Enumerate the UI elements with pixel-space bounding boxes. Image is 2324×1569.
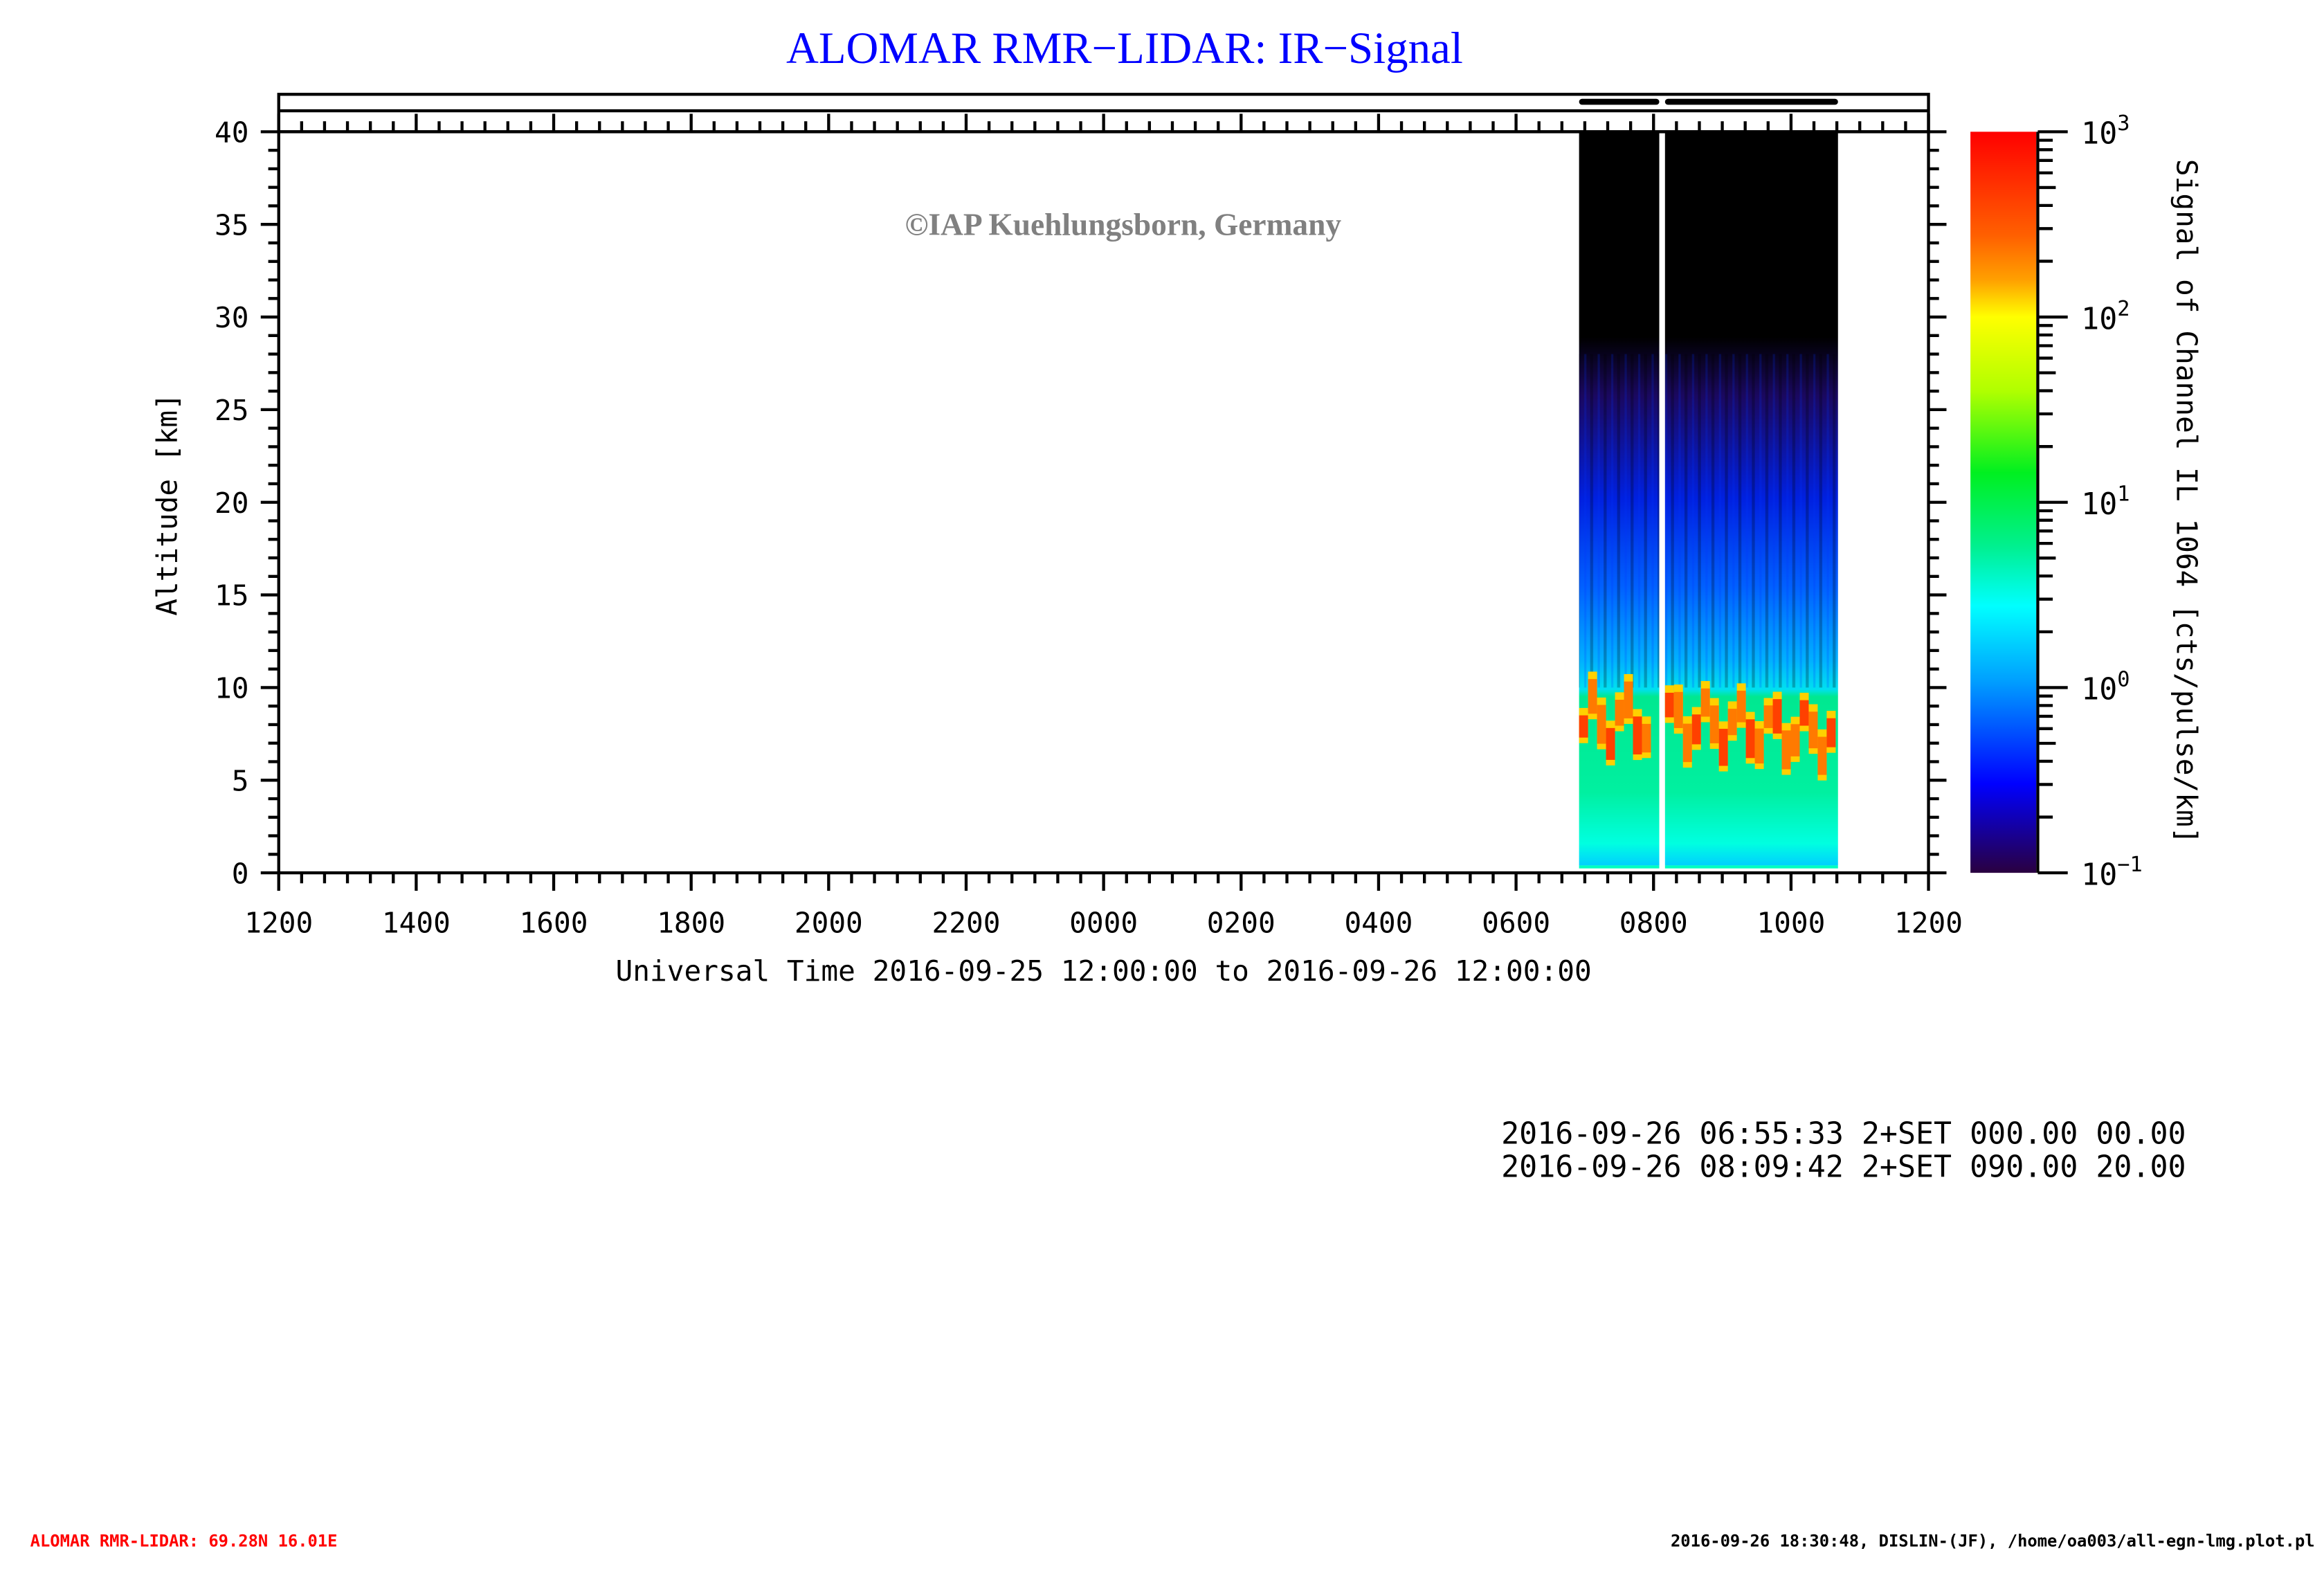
x-tick-label: 0800 bbox=[1619, 907, 1688, 940]
cloud-core bbox=[1745, 719, 1755, 759]
y-axis-label: Altitude [km] bbox=[151, 393, 184, 616]
cloud-core bbox=[1664, 692, 1674, 718]
colorbar-tick-label: 102 bbox=[2081, 297, 2130, 336]
segment-indicator bbox=[1664, 98, 1838, 105]
colorbar-tick-label: 103 bbox=[2081, 111, 2130, 151]
segment-indicator bbox=[1579, 98, 1660, 105]
y-tick-label: 20 bbox=[215, 487, 248, 520]
cloud-core bbox=[1642, 723, 1651, 753]
x-tick-label: 2200 bbox=[932, 907, 1001, 940]
cloud-core bbox=[1727, 709, 1737, 736]
cloud-core bbox=[1673, 691, 1683, 728]
y-tick-label: 40 bbox=[215, 116, 248, 149]
cloud-core bbox=[1754, 728, 1764, 764]
cloud-core bbox=[1709, 705, 1719, 743]
colorbar-axis: 103 102 101 100 10−1 bbox=[2037, 111, 2143, 892]
footer-generator: 2016-09-26 18:30:48, DISLIN-(JF), /home/… bbox=[1671, 1532, 2315, 1551]
x-tick-label: 1400 bbox=[382, 907, 451, 940]
watermark: ©IAP Kuehlungsborn, Germany bbox=[905, 208, 1341, 242]
ground-strip bbox=[1664, 865, 1838, 869]
heatmap-data bbox=[1579, 131, 1838, 869]
y-tick-label: 15 bbox=[215, 579, 248, 613]
cloud-core bbox=[1763, 705, 1773, 728]
cloud-core bbox=[1606, 727, 1615, 760]
cloud-core bbox=[1718, 729, 1728, 766]
y-tick-label: 5 bbox=[232, 764, 249, 797]
cloud-core bbox=[1691, 714, 1701, 745]
x-tick-label: 2000 bbox=[795, 907, 863, 940]
colorbar bbox=[1970, 131, 2037, 873]
cloud-core bbox=[1588, 679, 1597, 714]
x-axis-label: Universal Time 2016-09-25 12:00:00 to 20… bbox=[616, 954, 1592, 988]
colorbar-tick-label: 101 bbox=[2081, 482, 2130, 522]
cloud-core bbox=[1799, 700, 1809, 726]
cloud-core bbox=[1790, 724, 1800, 756]
x-tick-label: 1600 bbox=[520, 907, 588, 940]
ground-strip bbox=[1579, 865, 1660, 869]
info-line-2: 2016-09-26 08:09:42 2+SET 090.00 20.00 bbox=[1501, 1150, 2186, 1184]
x-tick-label: 0000 bbox=[1069, 907, 1138, 940]
cloud-core bbox=[1808, 711, 1818, 749]
y-tick-label: 35 bbox=[215, 208, 248, 242]
signal-streaks bbox=[1579, 354, 1660, 688]
y-tick-label: 10 bbox=[215, 672, 248, 705]
footer-location: ALOMAR RMR-LIDAR: 69.28N 16.01E bbox=[30, 1532, 338, 1551]
y-tick-label: 30 bbox=[215, 301, 248, 334]
x-tick-label: 0400 bbox=[1344, 907, 1413, 940]
cloud-core bbox=[1633, 716, 1642, 755]
chart-title: ALOMAR RMR−LIDAR: IR−Signal bbox=[786, 24, 1463, 73]
info-line-1: 2016-09-26 06:55:33 2+SET 000.00 00.00 bbox=[1501, 1117, 2186, 1152]
cloud-core bbox=[1579, 715, 1588, 738]
cloud-core bbox=[1597, 705, 1606, 744]
x-tick-label: 1200 bbox=[244, 907, 313, 940]
y-axis: 0 5 10 15 20 25 30 35 40 bbox=[215, 116, 1947, 890]
signal-streaks bbox=[1664, 354, 1838, 688]
colorbar-label: Signal of Channel IL 1064 [cts/pulse/km] bbox=[2170, 159, 2204, 844]
x-tick-label: 1000 bbox=[1756, 907, 1825, 940]
top-time-strip bbox=[277, 93, 1930, 134]
y-tick-label: 25 bbox=[215, 394, 248, 427]
x-axis: 1200 1400 1600 1800 2000 2200 0000 0200 0400 0600… bbox=[244, 873, 1963, 940]
x-tick-label: 0200 bbox=[1207, 907, 1276, 940]
x-tick-label: 1800 bbox=[657, 907, 725, 940]
x-tick-label: 1200 bbox=[1894, 907, 1963, 940]
cloud-core bbox=[1772, 699, 1782, 734]
cloud-core bbox=[1781, 730, 1791, 770]
cloud-core bbox=[1624, 681, 1633, 718]
cloud-core bbox=[1817, 736, 1827, 775]
cloud-core bbox=[1700, 688, 1710, 717]
cloud-core bbox=[1826, 718, 1836, 747]
cloud-core bbox=[1682, 723, 1692, 763]
cloud-core bbox=[1615, 700, 1624, 726]
y-tick-label: 0 bbox=[232, 857, 249, 890]
colorbar-tick-label: 100 bbox=[2081, 667, 2130, 707]
x-tick-label: 0600 bbox=[1482, 907, 1550, 940]
cloud-core bbox=[1736, 691, 1746, 723]
colorbar-tick-label: 10−1 bbox=[2081, 853, 2143, 892]
